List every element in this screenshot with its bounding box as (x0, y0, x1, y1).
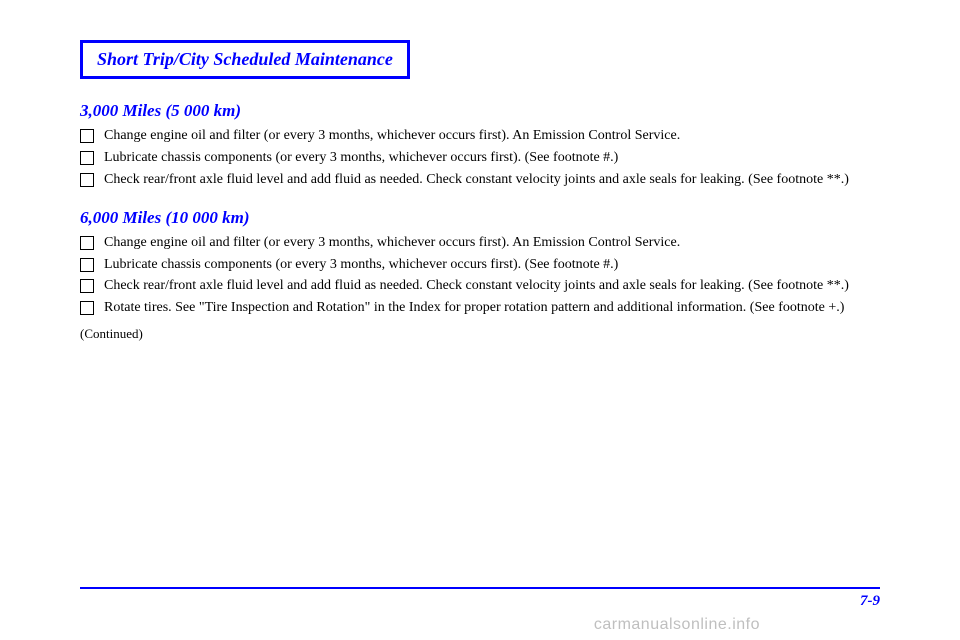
item-text: Check rear/front axle fluid level and ad… (104, 171, 880, 190)
item-text: Change engine oil and filter (or every 3… (104, 127, 880, 146)
maintenance-item: Lubricate chassis components (or every 3… (80, 256, 880, 275)
maintenance-item: Lubricate chassis components (or every 3… (80, 149, 880, 168)
checkbox-icon (80, 151, 94, 165)
item-text: Lubricate chassis components (or every 3… (104, 149, 880, 168)
maintenance-item: Check rear/front axle fluid level and ad… (80, 171, 880, 190)
page-number: 7-9 (80, 593, 880, 610)
checkbox-icon (80, 236, 94, 250)
maintenance-item: Change engine oil and filter (or every 3… (80, 127, 880, 146)
section-header: Short Trip/City Scheduled Maintenance (97, 49, 393, 69)
item-text: Change engine oil and filter (or every 3… (104, 234, 880, 253)
page-footer: 7-9 (80, 587, 880, 610)
checkbox-icon (80, 279, 94, 293)
checkbox-icon (80, 258, 94, 272)
milestone-heading: 3,000 Miles (5 000 km) (80, 101, 880, 121)
checkbox-icon (80, 301, 94, 315)
checkbox-icon (80, 129, 94, 143)
item-text: Rotate tires. See "Tire Inspection and R… (104, 299, 880, 318)
section-header-box: Short Trip/City Scheduled Maintenance (80, 40, 410, 79)
milestone-heading: 6,000 Miles (10 000 km) (80, 208, 880, 228)
footer-rule (80, 587, 880, 589)
watermark-text: carmanualsonline.info (594, 616, 760, 634)
maintenance-item: Change engine oil and filter (or every 3… (80, 234, 880, 253)
item-text: Check rear/front axle fluid level and ad… (104, 277, 880, 296)
continued-label: (Continued) (80, 326, 880, 342)
manual-page: Short Trip/City Scheduled Maintenance 3,… (0, 0, 960, 640)
maintenance-item: Check rear/front axle fluid level and ad… (80, 277, 880, 296)
checkbox-icon (80, 173, 94, 187)
item-text: Lubricate chassis components (or every 3… (104, 256, 880, 275)
maintenance-item: Rotate tires. See "Tire Inspection and R… (80, 299, 880, 318)
